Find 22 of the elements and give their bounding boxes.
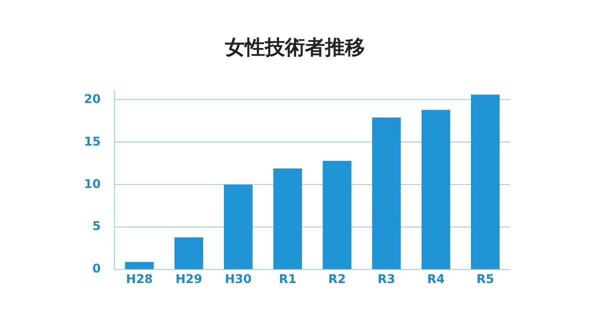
y-tick-label: 10 (84, 176, 101, 191)
chart-title: 女性技術者推移 (224, 34, 366, 61)
y-tick-label: 20 (84, 92, 101, 106)
x-tick-label: R2 (328, 272, 346, 286)
x-tick-label: R3 (378, 272, 396, 286)
bar (470, 94, 500, 270)
bar (174, 237, 204, 270)
x-tick-label: R4 (427, 272, 445, 286)
x-tick-label: H28 (126, 272, 153, 286)
x-tick-label: R5 (476, 272, 494, 286)
y-tick-label: 5 (92, 219, 101, 234)
x-tick-label: H29 (175, 272, 202, 286)
bar (322, 160, 352, 270)
x-tick-label: H30 (224, 272, 252, 286)
bar (125, 262, 154, 270)
bar (224, 184, 253, 270)
bar (372, 118, 401, 270)
bar (422, 110, 450, 270)
y-tick-label: 15 (84, 134, 101, 148)
bar (273, 168, 302, 270)
y-tick-label: 0 (92, 262, 101, 276)
x-tick-label: R1 (278, 272, 296, 286)
